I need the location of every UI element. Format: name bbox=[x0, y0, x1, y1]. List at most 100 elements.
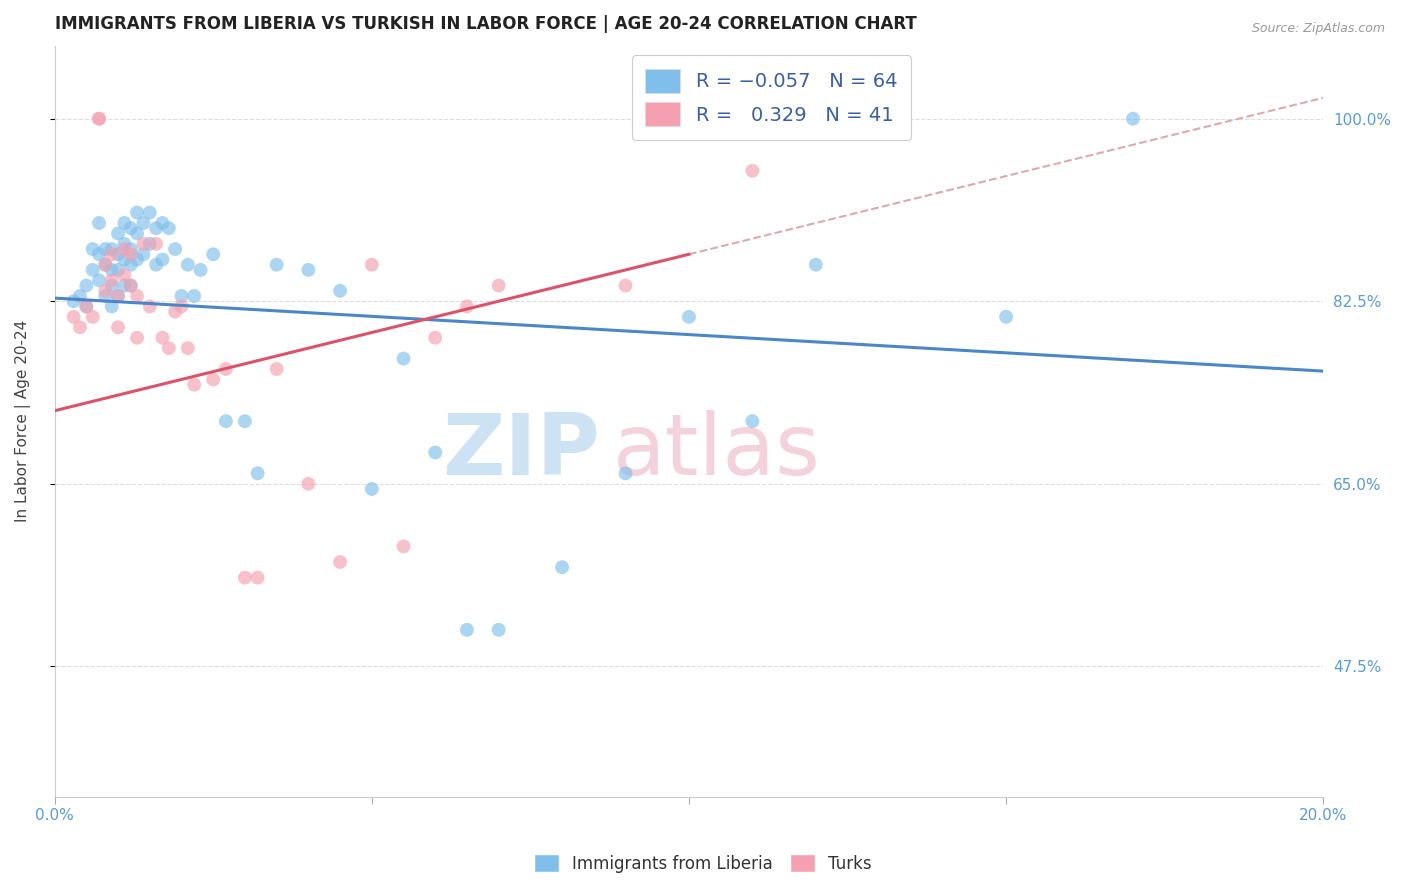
Point bbox=[69, 320, 91, 334]
Point bbox=[139, 236, 162, 251]
Legend: Immigrants from Liberia, Turks: Immigrants from Liberia, Turks bbox=[527, 847, 879, 880]
Point bbox=[82, 242, 104, 256]
Point bbox=[94, 289, 117, 303]
Point bbox=[69, 289, 91, 303]
Point bbox=[741, 414, 763, 428]
Point bbox=[488, 278, 510, 293]
Point bbox=[112, 252, 135, 267]
Point bbox=[100, 300, 122, 314]
Point bbox=[94, 258, 117, 272]
Point bbox=[183, 289, 205, 303]
Point bbox=[614, 467, 637, 481]
Point bbox=[177, 341, 200, 355]
Point bbox=[145, 258, 167, 272]
Point bbox=[202, 372, 225, 386]
Point bbox=[297, 476, 319, 491]
Text: Source: ZipAtlas.com: Source: ZipAtlas.com bbox=[1251, 22, 1385, 36]
Point bbox=[360, 482, 382, 496]
Point bbox=[202, 247, 225, 261]
Point bbox=[107, 320, 129, 334]
Point bbox=[132, 216, 155, 230]
Point bbox=[125, 289, 148, 303]
Point bbox=[112, 216, 135, 230]
Point bbox=[132, 247, 155, 261]
Point bbox=[107, 247, 129, 261]
Point bbox=[614, 278, 637, 293]
Point bbox=[107, 263, 129, 277]
Point bbox=[266, 258, 288, 272]
Point bbox=[215, 414, 238, 428]
Point bbox=[82, 263, 104, 277]
Point bbox=[120, 258, 142, 272]
Point bbox=[183, 377, 205, 392]
Point bbox=[456, 300, 478, 314]
Point bbox=[100, 278, 122, 293]
Point bbox=[112, 236, 135, 251]
Point bbox=[329, 555, 352, 569]
Point bbox=[157, 221, 180, 235]
Point bbox=[804, 258, 827, 272]
Point bbox=[125, 227, 148, 241]
Y-axis label: In Labor Force | Age 20-24: In Labor Force | Age 20-24 bbox=[15, 320, 31, 523]
Point bbox=[145, 221, 167, 235]
Point bbox=[82, 310, 104, 324]
Point bbox=[87, 216, 110, 230]
Point bbox=[120, 242, 142, 256]
Point bbox=[75, 300, 97, 314]
Point bbox=[100, 247, 122, 261]
Point bbox=[190, 263, 212, 277]
Point bbox=[94, 242, 117, 256]
Point bbox=[125, 205, 148, 219]
Point bbox=[425, 445, 447, 459]
Point bbox=[139, 205, 162, 219]
Point bbox=[132, 236, 155, 251]
Point bbox=[87, 112, 110, 126]
Point bbox=[107, 289, 129, 303]
Point bbox=[995, 310, 1018, 324]
Point bbox=[425, 331, 447, 345]
Point bbox=[62, 294, 84, 309]
Point bbox=[246, 571, 269, 585]
Point bbox=[246, 467, 269, 481]
Point bbox=[112, 278, 135, 293]
Point bbox=[152, 252, 174, 267]
Point bbox=[120, 247, 142, 261]
Point bbox=[165, 242, 187, 256]
Point bbox=[87, 273, 110, 287]
Point bbox=[233, 571, 256, 585]
Point bbox=[107, 227, 129, 241]
Point bbox=[488, 623, 510, 637]
Point bbox=[62, 310, 84, 324]
Point bbox=[100, 242, 122, 256]
Point bbox=[329, 284, 352, 298]
Point bbox=[170, 289, 193, 303]
Point bbox=[297, 263, 319, 277]
Point bbox=[165, 304, 187, 318]
Text: atlas: atlas bbox=[613, 409, 821, 492]
Legend: R = −0.057   N = 64, R =   0.329   N = 41: R = −0.057 N = 64, R = 0.329 N = 41 bbox=[631, 55, 911, 140]
Point bbox=[75, 300, 97, 314]
Point bbox=[1122, 112, 1144, 126]
Point bbox=[87, 247, 110, 261]
Point bbox=[392, 539, 415, 553]
Point bbox=[152, 331, 174, 345]
Point bbox=[112, 242, 135, 256]
Point bbox=[112, 268, 135, 282]
Point bbox=[120, 278, 142, 293]
Point bbox=[392, 351, 415, 366]
Point bbox=[75, 278, 97, 293]
Point bbox=[266, 362, 288, 376]
Point bbox=[678, 310, 700, 324]
Point bbox=[139, 300, 162, 314]
Point bbox=[215, 362, 238, 376]
Text: ZIP: ZIP bbox=[443, 409, 600, 492]
Point bbox=[125, 331, 148, 345]
Point bbox=[100, 263, 122, 277]
Point bbox=[125, 252, 148, 267]
Point bbox=[551, 560, 574, 574]
Point bbox=[94, 258, 117, 272]
Point bbox=[107, 289, 129, 303]
Point bbox=[170, 300, 193, 314]
Point bbox=[177, 258, 200, 272]
Point bbox=[145, 236, 167, 251]
